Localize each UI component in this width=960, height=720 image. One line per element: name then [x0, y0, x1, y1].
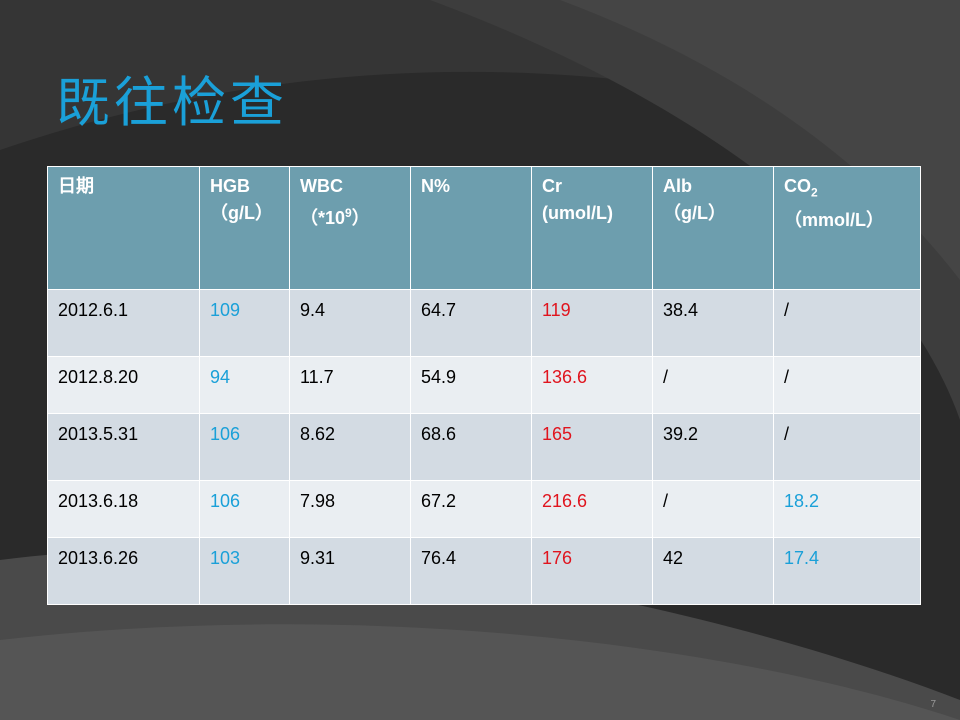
cell-hgb: 109 — [199, 289, 290, 357]
table-row: 2013.5.31 106 8.62 68.6 165 39.2 / — [47, 413, 921, 481]
cell-co2: 18.2 — [773, 480, 921, 538]
cell-wbc: 7.98 — [289, 480, 411, 538]
header-hgb: HGB （g/L） — [199, 166, 290, 290]
table-row: 2012.6.1 109 9.4 64.7 119 38.4 / — [47, 289, 921, 357]
cell-cr: 136.6 — [531, 356, 653, 414]
header-wbc: WBC （*109） — [289, 166, 411, 290]
table-row: 2012.8.20 94 11.7 54.9 136.6 / / — [47, 356, 921, 414]
header-alb: Alb （g/L） — [652, 166, 774, 290]
cell-co2: / — [773, 413, 921, 481]
cell-hgb: 106 — [199, 413, 290, 481]
page-number: 7 — [930, 699, 936, 710]
header-cr: Cr (umol/L) — [531, 166, 653, 290]
cell-date: 2013.6.26 — [47, 537, 200, 605]
table-row: 2013.6.26 103 9.31 76.4 176 42 17.4 — [47, 537, 921, 605]
cell-wbc: 9.4 — [289, 289, 411, 357]
cell-date: 2013.6.18 — [47, 480, 200, 538]
cell-alb: / — [652, 356, 774, 414]
slide-title: 既往检查 — [56, 71, 288, 134]
header-co2: CO2 （mmol/L） — [773, 166, 921, 290]
cell-alb: / — [652, 480, 774, 538]
cell-alb: 38.4 — [652, 289, 774, 357]
table-header-row: 日期 HGB （g/L） WBC （*109） N% Cr (umol/L) Alb （… — [47, 166, 921, 290]
table-row: 2013.6.18 106 7.98 67.2 216.6 / 18.2 — [47, 480, 921, 538]
cell-hgb: 106 — [199, 480, 290, 538]
cell-co2: / — [773, 289, 921, 357]
cell-wbc: 8.62 — [289, 413, 411, 481]
header-date: 日期 — [47, 166, 200, 290]
cell-date: 2012.8.20 — [47, 356, 200, 414]
cell-n-percent: 64.7 — [410, 289, 532, 357]
cell-date: 2012.6.1 — [47, 289, 200, 357]
lab-results-table: 日期 HGB （g/L） WBC （*109） N% Cr (umol/L) Alb （… — [47, 166, 921, 605]
cell-alb: 39.2 — [652, 413, 774, 481]
cell-n-percent: 54.9 — [410, 356, 532, 414]
cell-n-percent: 68.6 — [410, 413, 532, 481]
cell-date: 2013.5.31 — [47, 413, 200, 481]
cell-hgb: 103 — [199, 537, 290, 605]
cell-n-percent: 67.2 — [410, 480, 532, 538]
header-n-percent: N% — [410, 166, 532, 290]
cell-cr: 176 — [531, 537, 653, 605]
cell-n-percent: 76.4 — [410, 537, 532, 605]
cell-co2: 17.4 — [773, 537, 921, 605]
cell-alb: 42 — [652, 537, 774, 605]
cell-hgb: 94 — [199, 356, 290, 414]
cell-wbc: 9.31 — [289, 537, 411, 605]
cell-cr: 119 — [531, 289, 653, 357]
cell-co2: / — [773, 356, 921, 414]
cell-cr: 216.6 — [531, 480, 653, 538]
cell-wbc: 11.7 — [289, 356, 411, 414]
cell-cr: 165 — [531, 413, 653, 481]
